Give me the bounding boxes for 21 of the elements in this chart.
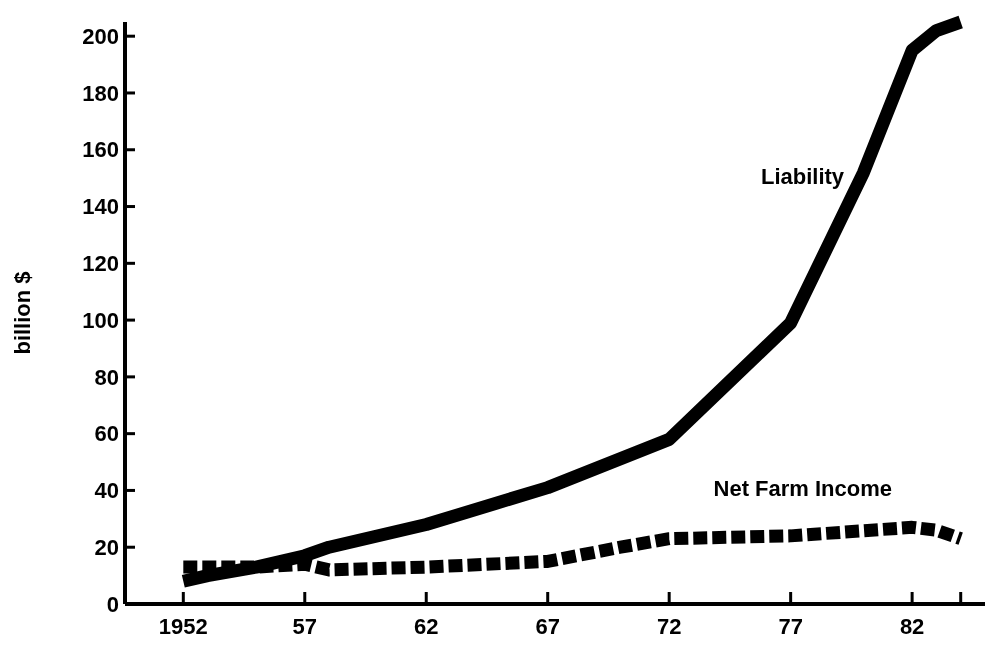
x-tick-label: 1952 (158, 614, 208, 639)
y-axis-title: billion $ (10, 271, 35, 355)
y-tick-label: 160 (82, 137, 119, 163)
x-tick-label: 57 (292, 614, 318, 639)
y-tick-label: 40 (94, 478, 119, 504)
y-tick-label: 80 (94, 364, 119, 390)
y-tick-label: 60 (94, 421, 119, 447)
y-tick-label: 100 (82, 307, 119, 333)
y-tick-label: 0 (106, 591, 119, 617)
y-tick-label: 20 (94, 534, 119, 560)
x-tick-label: 72 (656, 614, 682, 639)
series-label: Liability (760, 163, 845, 189)
y-tick-label: 180 (82, 80, 119, 106)
series-label: Net Farm Income (713, 476, 893, 502)
x-tick-label: 82 (899, 614, 925, 639)
y-tick-label: 140 (82, 194, 119, 220)
y-tick-label: 200 (82, 23, 119, 49)
x-tick-label: 67 (535, 614, 560, 639)
y-tick-label: 120 (82, 251, 119, 277)
x-tick-label: 62 (414, 614, 439, 639)
x-tick-label: 77 (778, 614, 803, 639)
